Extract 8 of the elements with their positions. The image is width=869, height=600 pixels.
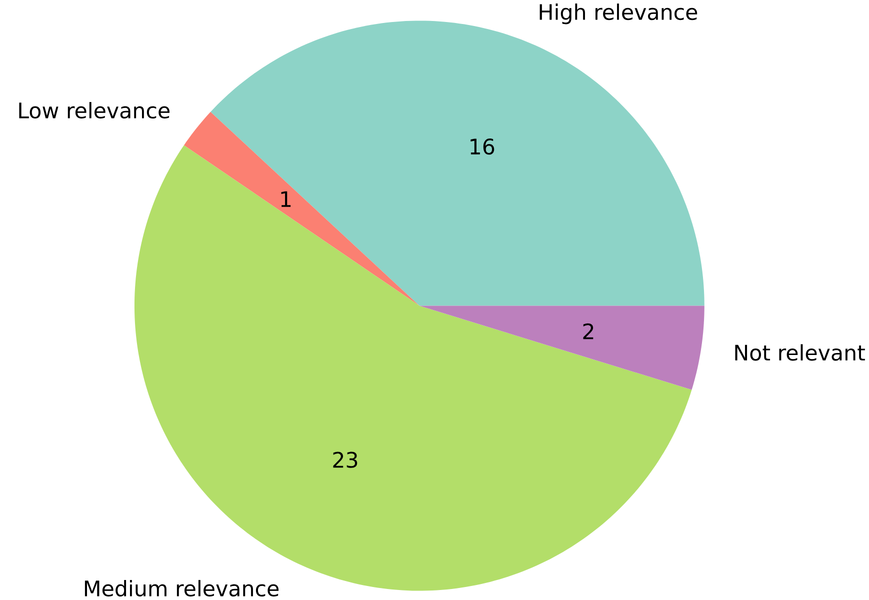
slice-label: Low relevance [19, 102, 170, 119]
data-label: 23 [333, 452, 358, 468]
slice-label: Not relevant [735, 344, 865, 361]
slice-label: Medium relevance [84, 580, 279, 596]
slice-label: High relevance [540, 4, 698, 24]
data-label: 1 [281, 191, 291, 207]
data-label: 2 [583, 323, 594, 340]
data-label: 16 [470, 138, 494, 155]
